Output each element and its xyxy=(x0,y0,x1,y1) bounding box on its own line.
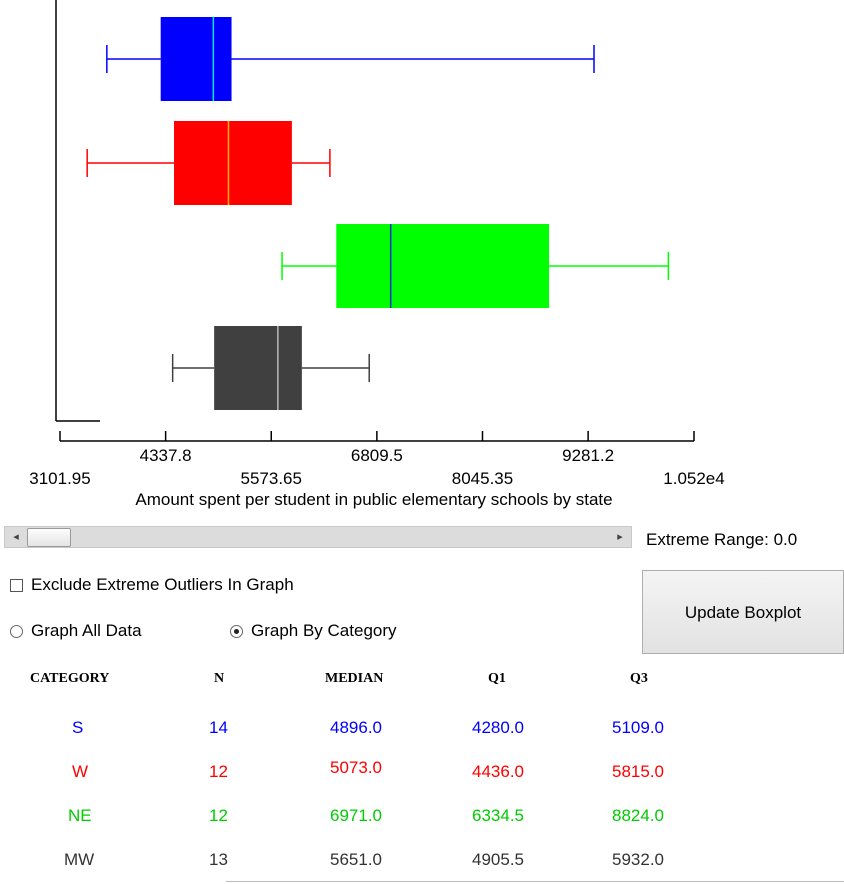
table-header-category: CATEGORY xyxy=(30,671,110,686)
graph-all-data-radio[interactable] xyxy=(10,624,23,638)
x-tick-label: 5573.65 xyxy=(241,469,302,488)
graph-by-category-option[interactable]: Graph By Category xyxy=(230,621,397,641)
table-cell-n: 12 xyxy=(209,762,228,781)
extreme-range-readout: Extreme Range: 0.0 xyxy=(646,530,797,550)
exclude-outliers-checkbox[interactable] xyxy=(10,578,23,592)
table-cell-q1: 4436.0 xyxy=(472,762,524,781)
x-tick-label: 1.052e4 xyxy=(663,469,724,488)
table-cell-median: 6971.0 xyxy=(330,806,382,825)
box-iqr xyxy=(214,326,302,410)
table-header-q1: Q1 xyxy=(488,671,506,686)
table-cell-category: NE xyxy=(68,806,92,825)
box-ne xyxy=(281,224,670,308)
extreme-range-label: Extreme Range: xyxy=(646,530,769,549)
exclude-outliers-option[interactable]: Exclude Extreme Outliers In Graph xyxy=(10,575,294,595)
extreme-range-value: 0.0 xyxy=(773,530,798,549)
table-cell-q1: 4280.0 xyxy=(472,718,524,737)
table-cell-q1: 4905.5 xyxy=(472,850,524,869)
table-cell-n: 12 xyxy=(209,806,228,825)
table-cell-n: 14 xyxy=(209,718,228,737)
table-cell-n: 13 xyxy=(209,850,228,869)
x-axis-label: Amount spent per student in public eleme… xyxy=(135,490,612,509)
scroll-right-arrow-icon[interactable]: ▸ xyxy=(617,531,623,543)
x-tick-label: 6809.5 xyxy=(351,446,403,465)
x-axis-ticks: 3101.95 5573.65 8045.35 1.052e4 4337.8 6809.5… xyxy=(29,431,725,488)
table-cell-median: 5073.0 xyxy=(330,758,382,777)
extreme-range-scrollbar[interactable]: ◂ ▸ xyxy=(4,526,632,548)
table-cell-median: 4896.0 xyxy=(330,718,382,737)
graph-by-category-radio[interactable] xyxy=(230,624,243,638)
chart-axes xyxy=(55,0,694,442)
table-header-n: N xyxy=(214,671,225,686)
x-tick-label: 4337.8 xyxy=(140,446,192,465)
scrollbar-thumb[interactable] xyxy=(27,528,71,547)
box-w xyxy=(86,121,331,205)
graph-all-data-label: Graph All Data xyxy=(31,621,142,640)
table-cell-category: S xyxy=(72,718,84,737)
table-bottom-divider xyxy=(226,881,844,882)
table-header-q3: Q3 xyxy=(630,671,648,686)
update-boxplot-button[interactable]: Update Boxplot xyxy=(642,570,844,654)
box-iqr xyxy=(174,121,292,205)
table-cell-median: 5651.0 xyxy=(330,850,382,869)
box-iqr xyxy=(160,17,232,101)
table-cell-q3: 8824.0 xyxy=(612,806,664,825)
x-tick-label: 8045.35 xyxy=(452,469,513,488)
x-tick-label: 9281.2 xyxy=(562,446,614,465)
table-cell-q1: 6334.5 xyxy=(472,806,524,825)
table-cell-category: W xyxy=(72,762,89,781)
box-s xyxy=(106,17,595,101)
box-iqr xyxy=(336,224,550,308)
boxplot-series xyxy=(86,17,670,410)
exclude-outliers-label: Exclude Extreme Outliers In Graph xyxy=(31,575,294,594)
boxplot-chart: 3101.95 5573.65 8045.35 1.052e4 4337.8 6809.5… xyxy=(29,0,725,509)
scroll-left-arrow-icon[interactable]: ◂ xyxy=(13,531,19,543)
graph-all-data-option[interactable]: Graph All Data xyxy=(10,621,142,641)
table-cell-category: MW xyxy=(64,850,95,869)
table-cell-q3: 5932.0 xyxy=(612,850,664,869)
box-mw xyxy=(171,326,370,410)
x-tick-label: 3101.95 xyxy=(29,469,90,488)
graph-by-category-label: Graph By Category xyxy=(251,621,397,640)
table-cell-q3: 5109.0 xyxy=(612,718,664,737)
table-header-median: MEDIAN xyxy=(325,671,384,686)
table-cell-q3: 5815.0 xyxy=(612,762,664,781)
